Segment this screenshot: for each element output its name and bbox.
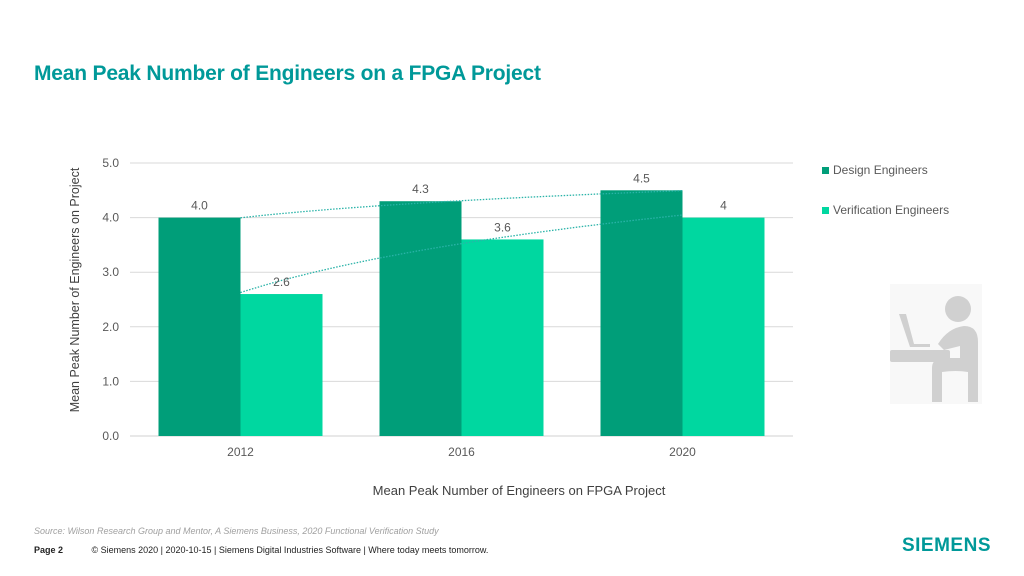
y-tick-label: 0.0 [102,429,119,443]
data-label: 4 [720,199,727,213]
legend-swatch-verification [822,206,829,214]
y-tick-label: 3.0 [102,265,119,279]
y-tick-label: 4.0 [102,211,119,225]
source-note: Source: Wilson Research Group and Mentor… [34,526,439,536]
data-label: 2.6 [273,275,290,289]
legend-swatch-design [822,166,829,174]
legend-item-design: Design Engineers [822,160,949,180]
bar-design [600,190,683,436]
page-number: Page 2 [34,545,64,555]
person-at-laptop-icon [890,284,982,404]
data-label: 4.3 [412,182,429,196]
x-tick-label: 2012 [227,445,254,459]
y-tick-label: 2.0 [102,320,119,334]
legend-item-verification: Verification Engineers [822,200,949,220]
bar-verification [682,217,765,436]
data-label: 4.5 [633,171,650,185]
bar-design [158,217,241,436]
data-label: 4.0 [191,199,208,213]
bar-verification [461,239,544,436]
data-label: 3.6 [494,220,511,234]
siemens-logo: SIEMENS [901,535,991,556]
y-tick-label: 1.0 [102,374,119,388]
y-tick-label: 5.0 [102,156,119,170]
footer: Page 2 © Siemens 2020 | 2020-10-15 | Sie… [34,545,488,555]
legend-label-verification: Verification Engineers [833,203,950,217]
footer-text: © Siemens 2020 | 2020-10-15 | Siemens Di… [91,545,489,555]
legend-label-design: Design Engineers [833,163,928,177]
trendline-design [240,189,683,219]
chart-legend: Design Engineers Verification Engineers [822,160,949,240]
x-tick-label: 2020 [669,445,696,459]
x-tick-label: 2016 [448,445,475,459]
slide-title: Mean Peak Number of Engineers on a FPGA … [34,62,541,85]
trendline-verification [240,214,683,294]
x-axis-label: Mean Peak Number of Engineers on FPGA Pr… [373,483,666,498]
bar-design [379,201,462,436]
bar-verification [240,294,323,436]
y-axis-label: Mean Peak Number of Engineers on Project [68,167,82,412]
